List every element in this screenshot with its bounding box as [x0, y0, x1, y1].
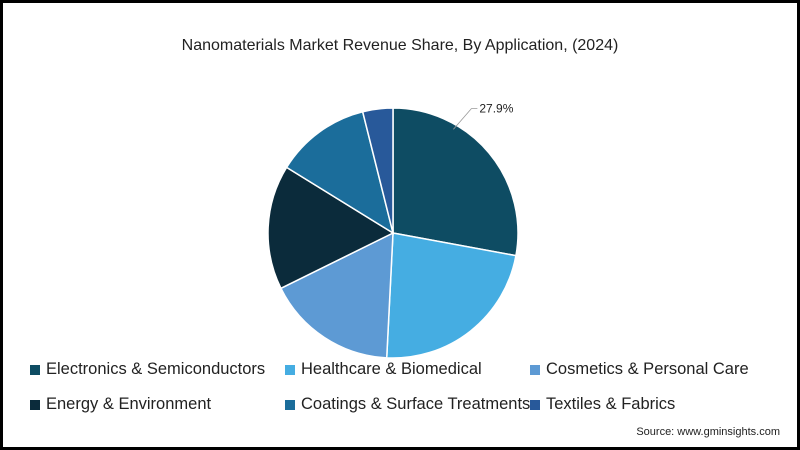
pie-slice-textiles-fabrics — [361, 107, 394, 234]
pie-slice-energy-environment — [267, 166, 395, 290]
legend-item: Textiles & Fabrics — [530, 395, 675, 414]
data-label: 27.9% — [479, 102, 513, 116]
legend-label: Electronics & Semiconductors — [46, 360, 266, 378]
legend-swatch — [530, 364, 540, 375]
source-note: Source: www.gminsights.com — [636, 426, 780, 438]
legend-label: Healthcare & Biomedical — [301, 360, 482, 378]
legend-item: Electronics & Semiconductors — [30, 360, 265, 379]
pie-slice-electronics-semiconductors — [392, 107, 519, 257]
legend-label: Energy & Environment — [46, 395, 212, 413]
legend-item: Cosmetics & Personal Care — [530, 360, 749, 379]
pie-slice-cosmetics-personal-care — [279, 231, 394, 359]
legend-item: Healthcare & Biomedical — [285, 360, 482, 379]
data-label-leader — [453, 108, 478, 130]
pie-slice-coatings-surface-treatments — [285, 110, 395, 235]
chart-title: Nanomaterials Market Revenue Share, By A… — [181, 37, 619, 54]
legend-label: Cosmetics & Personal Care — [546, 360, 749, 378]
legend-item: Energy & Environment — [30, 395, 211, 414]
legend-swatch — [30, 399, 40, 410]
legend-label: Textiles & Fabrics — [546, 395, 676, 413]
pie-slice-healthcare-biomedical — [385, 232, 517, 359]
legend-item: Coatings & Surface Treatments — [285, 395, 530, 414]
legend-swatch — [285, 364, 295, 375]
legend-swatch — [30, 364, 40, 375]
legend-swatch — [530, 399, 540, 410]
legend-swatch — [285, 399, 295, 410]
legend-label: Coatings & Surface Treatments — [301, 395, 531, 413]
